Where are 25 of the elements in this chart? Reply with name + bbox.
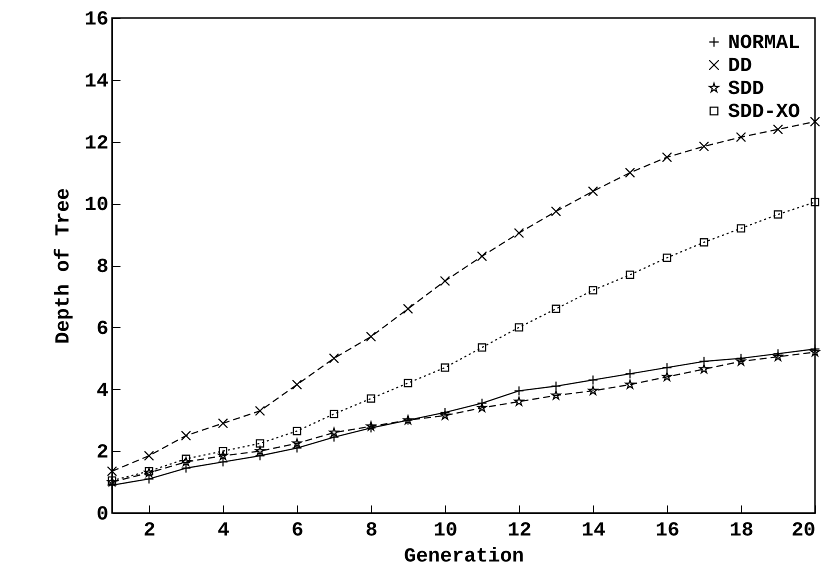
- y-tick-label: 8: [96, 256, 108, 279]
- y-tick-label: 0: [96, 504, 108, 526]
- x-tick-label: 20: [791, 520, 816, 542]
- x-tick-label: 4: [217, 520, 230, 542]
- x-tick-label: 14: [581, 520, 606, 542]
- legend-label: SDD-XO: [728, 101, 800, 124]
- y-axis-title: Depth of Tree: [52, 188, 76, 344]
- x-tick-label: 16: [655, 520, 680, 542]
- y-tick-label: 14: [84, 70, 108, 94]
- y-tick-label: 4: [96, 380, 108, 403]
- y-tick-label: 10: [84, 194, 108, 218]
- legend-label: NORMAL: [728, 32, 800, 55]
- legend-label: SDD: [728, 78, 764, 101]
- y-tick-label: 6: [96, 318, 108, 341]
- x-tick-label: 18: [729, 520, 754, 542]
- x-tick-label: 6: [291, 520, 304, 542]
- x-tick-label: 2: [143, 520, 156, 542]
- y-tick-label: 12: [84, 132, 108, 156]
- y-tick-label: 16: [84, 8, 108, 32]
- x-tick-label: 10: [433, 520, 458, 542]
- y-tick-label: 2: [96, 442, 108, 465]
- x-tick-label: 12: [507, 520, 532, 542]
- legend-label: DD: [728, 55, 752, 78]
- x-tick-label: 8: [365, 520, 378, 542]
- x-axis-title: Generation: [404, 546, 524, 568]
